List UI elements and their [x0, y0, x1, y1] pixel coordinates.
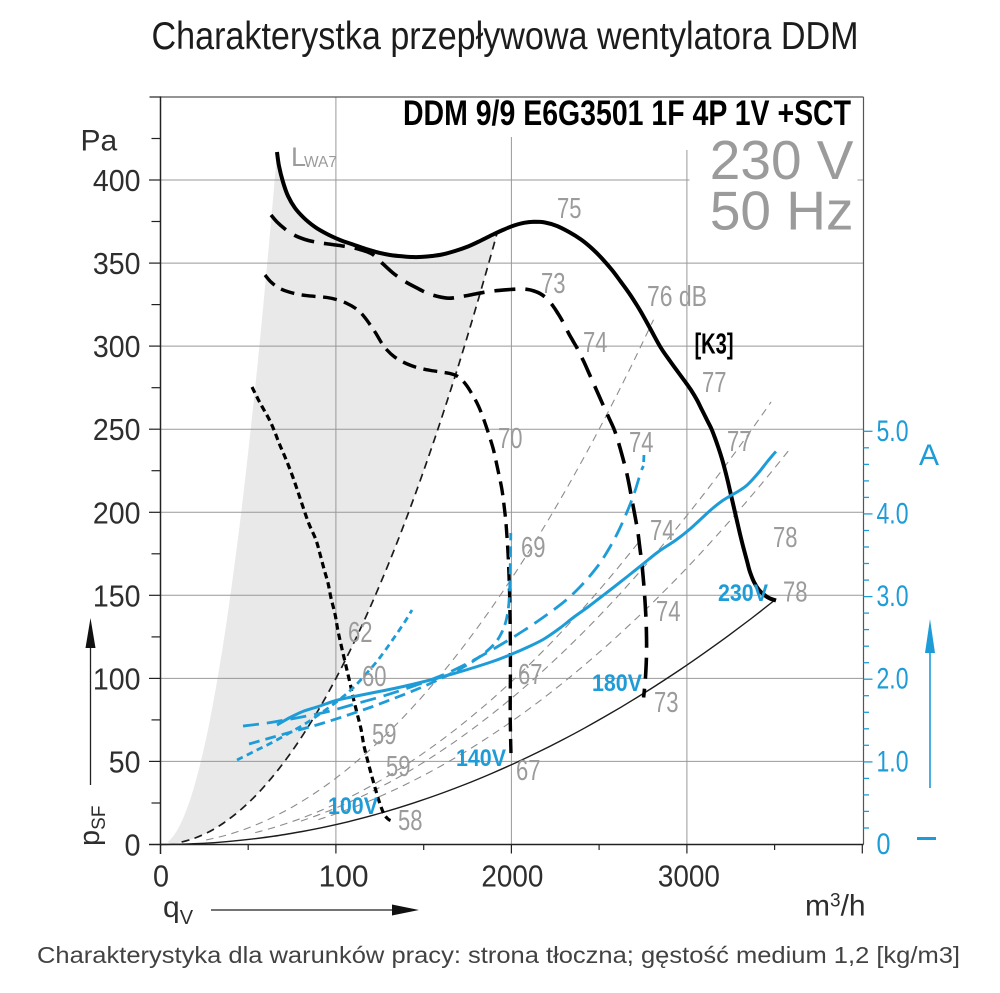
svg-text:75: 75: [557, 193, 582, 225]
svg-text:200: 200: [93, 495, 141, 530]
svg-text:74: 74: [583, 327, 608, 359]
svg-text:50 Hz: 50 Hz: [710, 180, 854, 242]
svg-text:m3/h: m3/h: [805, 890, 866, 923]
svg-text:0: 0: [877, 828, 891, 861]
svg-text:74: 74: [656, 596, 681, 628]
svg-text:74: 74: [650, 515, 675, 547]
svg-text:58: 58: [398, 805, 423, 837]
svg-text:67: 67: [518, 659, 543, 691]
svg-text:Pa: Pa: [81, 125, 118, 158]
svg-text:67: 67: [516, 755, 541, 787]
svg-text:140V: 140V: [456, 745, 506, 772]
svg-text:qV: qV: [163, 891, 194, 929]
svg-text:150: 150: [93, 578, 141, 613]
svg-text:73: 73: [541, 268, 566, 300]
svg-text:180V: 180V: [592, 670, 642, 697]
svg-text:400: 400: [93, 163, 141, 198]
svg-text:0: 0: [153, 859, 169, 894]
svg-text:100V: 100V: [328, 793, 378, 820]
svg-text:70: 70: [498, 423, 523, 455]
svg-text:Charakterystka przepływowa wen: Charakterystka przepływowa wentylatora D…: [152, 15, 859, 58]
svg-text:3000: 3000: [658, 859, 720, 894]
svg-text:0: 0: [125, 828, 141, 863]
svg-text:250: 250: [93, 412, 141, 447]
svg-text:4.0: 4.0: [877, 497, 909, 530]
svg-text:78: 78: [773, 522, 798, 554]
svg-text:100: 100: [93, 661, 141, 696]
svg-text:5.0: 5.0: [877, 415, 909, 448]
svg-text:50: 50: [109, 744, 141, 779]
svg-text:350: 350: [93, 246, 141, 281]
svg-text:1.0: 1.0: [877, 745, 909, 778]
svg-text:78: 78: [783, 577, 808, 609]
svg-text:L: L: [291, 142, 306, 172]
svg-text:3.0: 3.0: [877, 580, 909, 613]
svg-text:76 dB: 76 dB: [647, 281, 707, 313]
svg-text:[K3]: [K3]: [695, 329, 734, 361]
svg-text:59: 59: [386, 751, 411, 783]
svg-text:Charakterystyka dla warunków p: Charakterystyka dla warunków pracy: stro…: [37, 942, 960, 968]
svg-text:77: 77: [727, 426, 752, 458]
svg-text:59: 59: [372, 719, 397, 751]
svg-text:2000: 2000: [481, 859, 543, 894]
svg-text:300: 300: [93, 329, 141, 364]
svg-text:100: 100: [319, 859, 369, 894]
svg-text:69: 69: [521, 532, 546, 564]
svg-text:pSF: pSF: [74, 806, 110, 846]
svg-text:74: 74: [629, 427, 654, 459]
svg-text:62: 62: [348, 617, 373, 649]
svg-text:DDM 9/9 E6G3501 1F 4P 1V +SCT: DDM 9/9 E6G3501 1F 4P 1V +SCT: [403, 94, 851, 133]
svg-text:A: A: [919, 439, 939, 472]
svg-text:60: 60: [362, 661, 387, 693]
svg-text:2.0: 2.0: [877, 663, 909, 696]
svg-text:WA7: WA7: [304, 154, 337, 171]
svg-text:73: 73: [654, 687, 679, 719]
svg-text:77: 77: [702, 367, 727, 399]
svg-text:230V: 230V: [718, 580, 768, 607]
svg-text:230 V: 230 V: [710, 129, 854, 191]
